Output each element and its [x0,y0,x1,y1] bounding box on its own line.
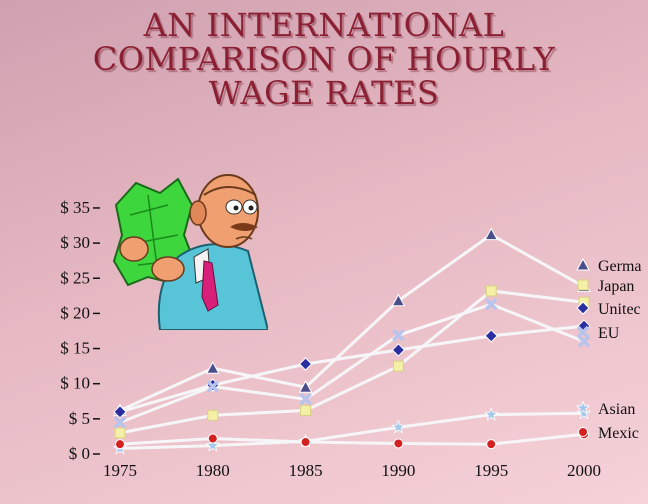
legend-marker [577,279,589,291]
y-tick-label: $ 30 [60,233,90,252]
data-point [391,293,406,307]
data-point [205,361,220,374]
x-tick-label: 1975 [103,461,137,480]
data-point [299,392,312,406]
legend-marker [576,257,590,271]
y-tick-label: $ 15 [60,339,90,358]
legend-marker [575,400,591,415]
x-tick-label: 1995 [474,461,508,480]
x-tick-label: 1980 [196,461,230,480]
series-lines [119,233,585,450]
data-point [485,285,497,297]
legend-marker [576,325,590,339]
legend: Germa Japan Unitec EU Asian Mexic [575,257,642,442]
data-point [113,416,127,429]
data-point [483,406,499,421]
data-point [298,380,313,393]
data-point [484,329,498,343]
data-point [391,343,406,357]
data-point [114,427,126,439]
x-axis: 1975 1980 1985 1990 1995 2000 [103,461,601,480]
data-point [207,409,219,421]
data-point [392,360,404,372]
x-tick-label: 1985 [289,461,323,480]
data-point [206,380,220,393]
x-tick-label: 1990 [381,461,415,480]
data-point [300,437,311,448]
series-line [119,324,585,414]
y-tick-label: $ 20 [60,303,90,322]
chart-title-line-1: AN INTERNATIONAL [143,6,505,44]
y-tick-label: $ 0 [69,444,90,463]
legend-marker [578,427,588,437]
data-point [392,328,405,342]
data-point [484,298,498,311]
data-point [300,404,312,416]
series-line [119,432,585,446]
data-point [486,439,497,450]
data-point [391,419,406,434]
y-axis: $ 35 $ 30 $ 25 $ 20 $ 15 $ 10 $ 5 $ 0 [60,198,100,463]
data-point [484,227,499,241]
data-point [113,405,127,419]
series-line [119,289,585,435]
legend-label: Unitec [598,301,641,318]
data-point [115,439,125,450]
data-point [577,335,591,348]
data-point [207,433,218,444]
data-point [205,437,221,452]
legend-label: EU [598,325,620,342]
legend-label: Mexic [598,425,639,442]
y-tick-label: $ 10 [60,374,90,393]
data-point [298,357,313,371]
y-tick-label: $ 5 [69,409,90,428]
data-point [393,438,404,449]
legend-label: Japan [598,278,634,295]
x-tick-label: 2000 [567,461,601,480]
chart-title: AN INTERNATIONAL COMPARISON OF HOURLY WA… [0,8,648,110]
series-line [119,302,585,424]
worried-businessman-clipart [112,174,268,330]
chart-title-line-3: WAGE RATES [208,74,440,112]
y-tick-label: $ 35 [60,198,90,217]
series-line [119,411,585,450]
legend-label: Asian [598,401,635,418]
y-tick-label: $ 25 [60,268,90,287]
series-line [119,233,585,412]
chart-title-line-2: COMPARISON OF HOURLY [92,40,556,78]
legend-marker [576,301,590,315]
legend-label: Germa [598,258,642,275]
